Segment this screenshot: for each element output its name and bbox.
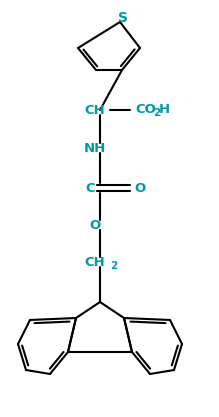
Text: O: O xyxy=(134,181,146,194)
Text: CH: CH xyxy=(85,103,105,116)
Text: 2: 2 xyxy=(110,261,118,271)
Text: S: S xyxy=(118,11,128,25)
Text: O: O xyxy=(89,219,101,231)
Text: CH: CH xyxy=(85,256,105,269)
Text: H: H xyxy=(158,103,170,116)
Text: 2: 2 xyxy=(153,108,161,118)
Text: NH: NH xyxy=(84,141,106,155)
Text: C: C xyxy=(85,181,95,194)
Text: CO: CO xyxy=(136,103,156,116)
